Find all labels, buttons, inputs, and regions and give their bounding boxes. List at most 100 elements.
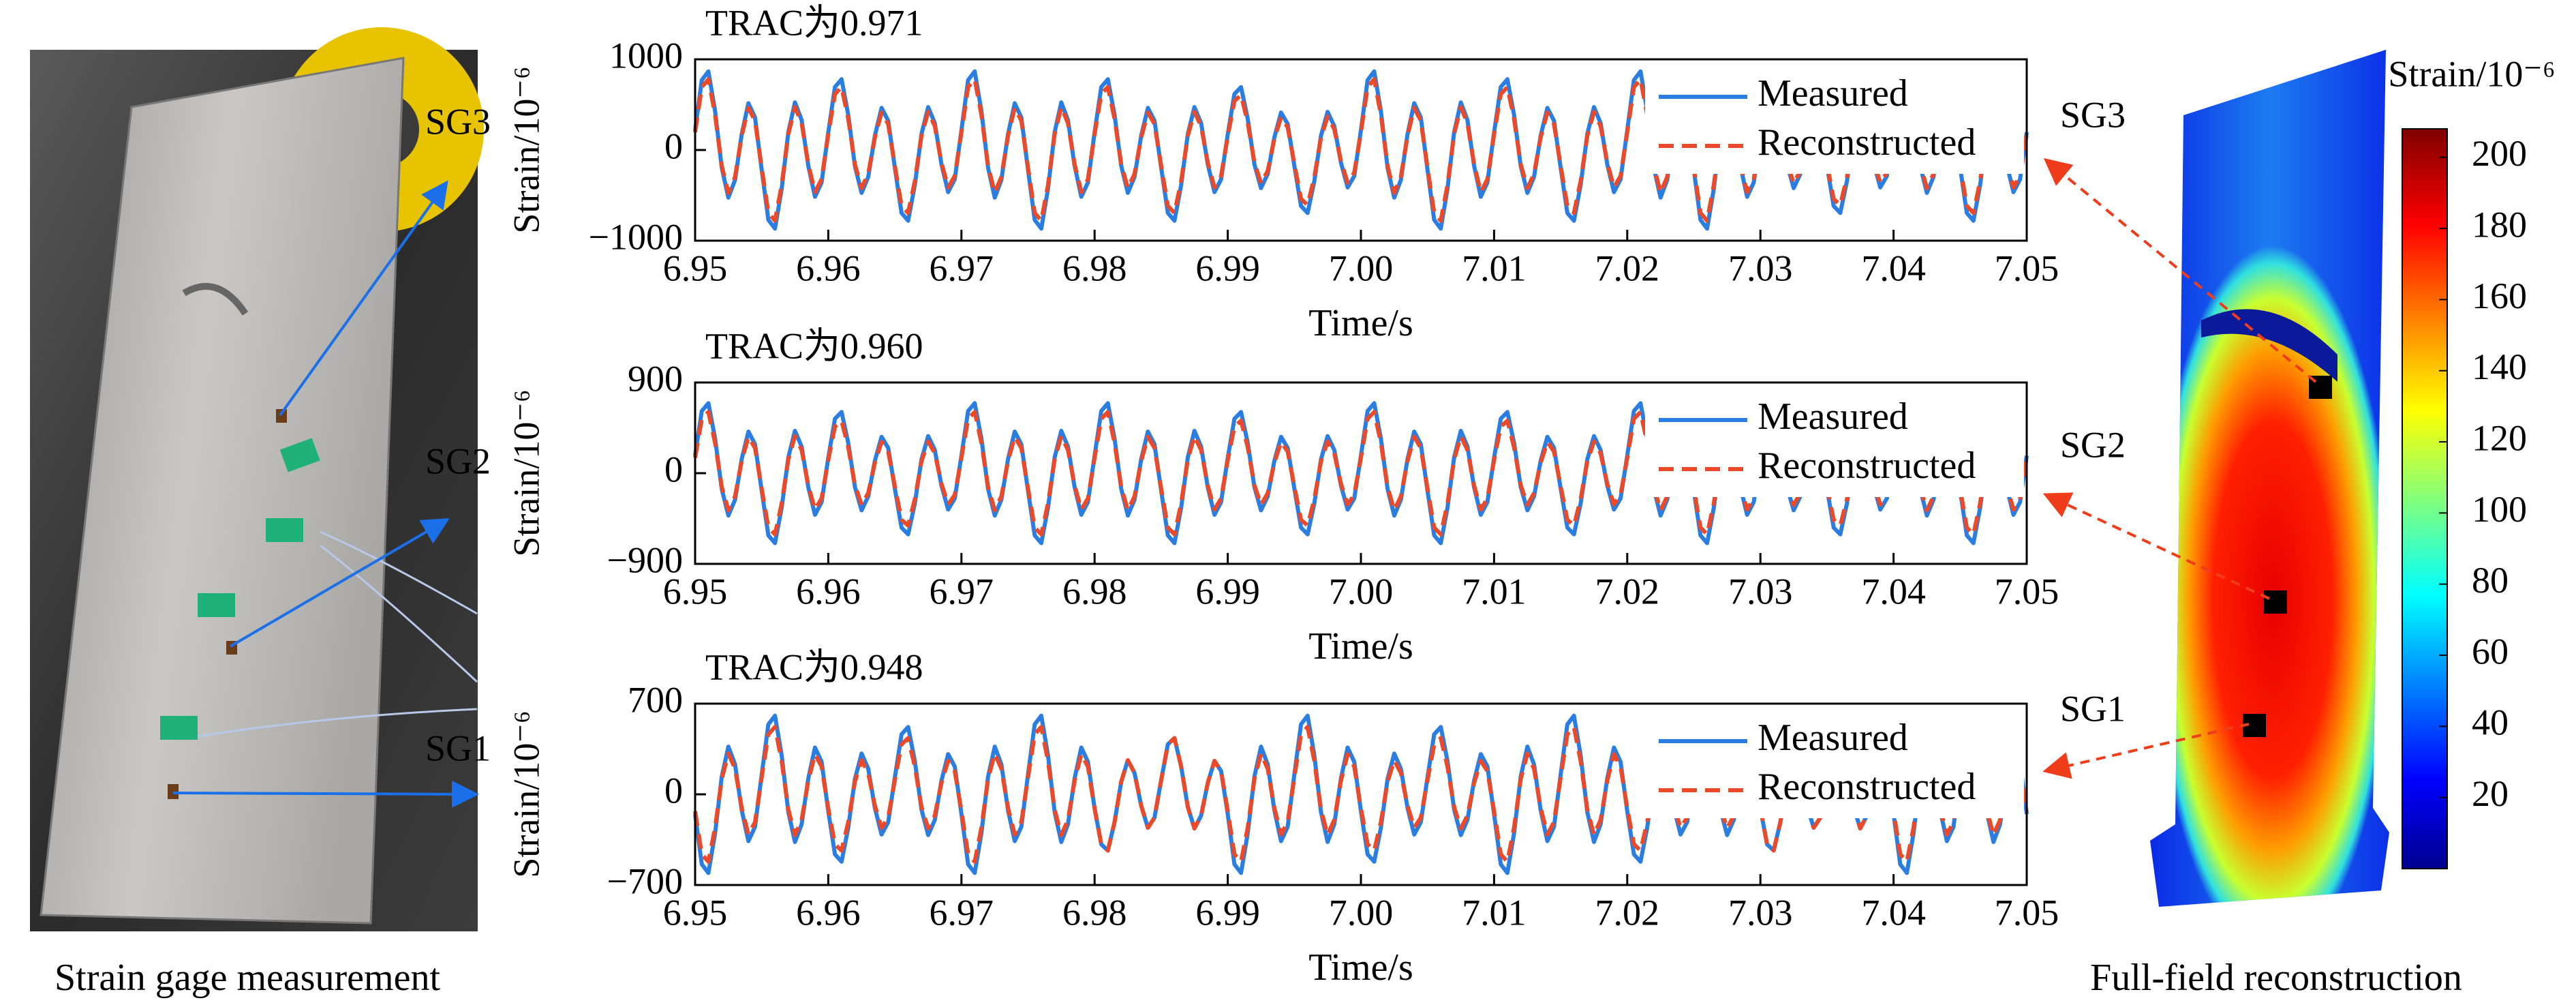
x-tick-label: 6.95 [663,247,728,288]
y-tick-label: 0 [664,770,683,811]
arrow [279,180,448,417]
x-tick-label: 7.00 [1329,892,1394,933]
x-axis-label: Time/s [1308,946,1413,989]
colorbar-tick-label: 60 [2472,631,2509,672]
line-chart: Measured Reconstructed −1000 0 1000 6.95 6.96 6… [506,2,2059,344]
x-axis-label: Time/s [1308,625,1413,668]
gage-label: SG1 [425,728,491,768]
x-tick-label: 6.99 [1195,892,1260,933]
gage-marker [2264,590,2287,614]
x-tick-label: 6.95 [663,892,728,933]
colorbar-tick-label: 120 [2472,417,2527,458]
x-tick-label: 6.99 [1195,571,1260,612]
x-tick-label: 6.98 [1062,247,1127,288]
x-tick-label: 6.98 [1062,571,1127,612]
x-tick-label: 7.05 [1995,247,2059,288]
x-tick-label: 6.97 [930,571,994,612]
chart-title: TRAC为0.948 [705,646,923,687]
gage-label: SG3 [2060,94,2126,135]
colorbar [2402,128,2448,869]
x-tick-label: 7.02 [1595,892,1660,933]
legend-label: Reconstructed [1758,445,1976,487]
x-tick-label: 6.95 [663,571,728,612]
x-tick-label: 7.03 [1728,247,1793,288]
y-tick-label: 700 [628,679,683,720]
y-tick-label: 1000 [609,35,683,76]
photo-blade [40,57,405,925]
photo-tape [160,716,198,740]
photo-gage [276,409,287,423]
series-line [693,725,2029,864]
y-tick-label: 0 [664,449,683,490]
x-tick-label: 6.96 [796,571,861,612]
photo-blade-dent [182,283,249,316]
gage-label: SG2 [2060,424,2126,465]
colorbar-tick-label: 20 [2472,773,2509,814]
x-tick-label: 7.02 [1595,571,1660,612]
y-axis-label: Strain/10⁻⁶ [506,389,547,556]
legend-label: Measured [1758,395,1908,438]
x-tick-label: 6.99 [1195,247,1260,288]
x-tick-label: 7.05 [1995,571,2059,612]
y-tick-label: 900 [628,358,683,399]
x-tick-label: 7.03 [1728,892,1793,933]
x-tick-label: 7.01 [1462,247,1527,288]
photo-tape [198,593,235,617]
x-tick-label: 6.98 [1062,892,1127,933]
x-tick-label: 7.05 [1995,892,2059,933]
contour-shelf [2201,309,2337,382]
x-tick-label: 7.00 [1329,247,1394,288]
arrow [2043,158,2317,383]
series-line [693,410,2029,537]
y-tick-label: −1000 [589,216,683,257]
gage-label: SG3 [425,101,491,142]
photo-gage [168,784,179,799]
gage-label: SG2 [425,440,491,481]
colorbar-tick-label: 140 [2472,346,2527,387]
legend-box [1645,708,2024,818]
photo-tape [279,438,320,472]
chart-title: TRAC为0.971 [705,2,923,43]
legend-label: Reconstructed [1758,121,1976,164]
arrow [2042,492,2270,600]
colorbar-title: Strain/10⁻⁶ [2388,53,2555,94]
panel-caption: Strain gage measurement [55,957,440,999]
y-tick-label: −700 [607,860,683,901]
colorbar-tick-label: 40 [2472,702,2509,743]
colorbar-tick-label: 80 [2472,560,2509,601]
line-chart: Measured Reconstructed −700 0 700 6.95 6.96 6.9… [506,646,2059,988]
x-tick-label: 6.97 [930,247,994,288]
x-tick-label: 6.97 [930,892,994,933]
colorbar-tick-label: 200 [2472,133,2527,174]
photo-panel: SG3 SG2 SG1 Strain gage measurement [30,27,491,999]
legend-box [1645,387,2024,497]
arrow [172,780,479,808]
panel-caption: Full-field reconstruction [2090,957,2462,999]
y-tick-label: −900 [607,539,683,580]
legend-label: Reconstructed [1758,766,1976,808]
colorbar-tick-label: 180 [2472,204,2527,245]
x-tick-label: 7.04 [1861,892,1926,933]
chart-title: TRAC为0.960 [705,325,923,366]
y-axis-label: Strain/10⁻⁶ [506,710,547,877]
gage-label: SG1 [2060,688,2126,729]
colorbar-tick-label: 100 [2472,489,2527,530]
x-tick-label: 7.04 [1861,571,1926,612]
x-tick-label: 7.01 [1462,571,1527,612]
legend-label: Measured [1758,717,1908,759]
x-tick-label: 7.00 [1329,571,1394,612]
photo-wires [197,530,478,738]
x-axis-label: Time/s [1308,302,1413,344]
arrow [229,518,450,648]
line-chart: Measured Reconstructed −900 0 900 6.95 6.96 6.9… [506,325,2059,667]
colorbar-tick-label: 160 [2472,275,2527,316]
y-tick-label: 0 [664,125,683,166]
legend-label: Measured [1758,72,1908,115]
x-tick-label: 7.04 [1861,247,1926,288]
x-tick-label: 6.96 [796,892,861,933]
y-axis-label: Strain/10⁻⁶ [506,66,547,233]
x-tick-label: 6.96 [796,247,861,288]
x-tick-label: 7.03 [1728,571,1793,612]
contour-panel: SG3 SG2 SG1 Full-field reconstruction [2042,50,2462,999]
